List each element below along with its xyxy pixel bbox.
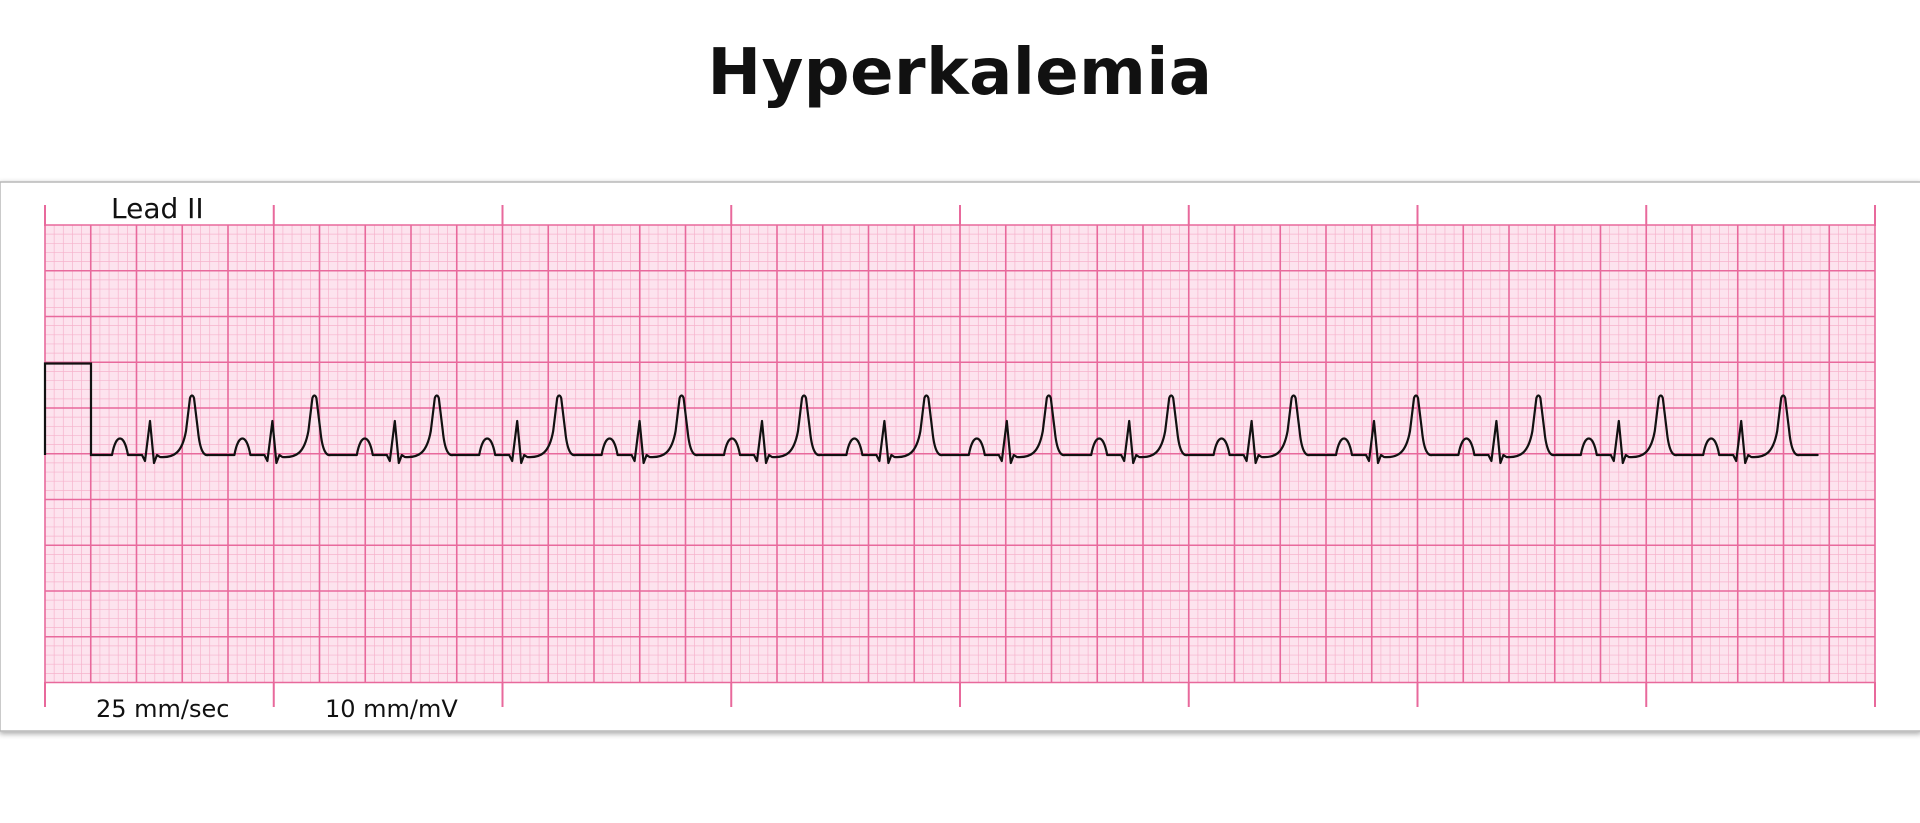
ecg-waveform bbox=[102, 394, 1819, 465]
gain-label: 10 mm/mV bbox=[325, 695, 458, 723]
paper-speed-label: 25 mm/sec bbox=[96, 695, 229, 723]
calibration-pulse bbox=[43, 362, 104, 457]
time-ticks bbox=[44, 205, 1876, 707]
page-title: Hyperkalemia bbox=[707, 36, 1213, 110]
lead-label: Lead II bbox=[111, 192, 204, 225]
